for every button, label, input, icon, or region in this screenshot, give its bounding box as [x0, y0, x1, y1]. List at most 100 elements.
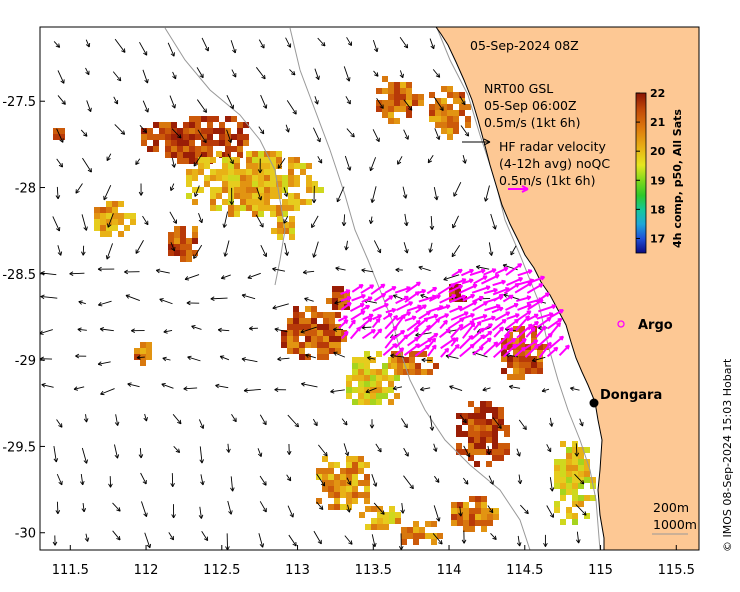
sst-pixel: [492, 437, 498, 443]
sst-pixel: [468, 437, 474, 443]
current-arrow-icon: [258, 126, 265, 135]
radar-arrow-icon: [414, 344, 430, 357]
sst-pixel: [219, 140, 225, 146]
sst-pixel: [234, 205, 240, 211]
sst-pixel: [431, 533, 437, 539]
current-arrow-icon: [373, 240, 382, 254]
sst-pixel: [228, 175, 234, 181]
sst-pixel: [394, 94, 400, 100]
current-arrow-icon: [488, 475, 494, 485]
radar-arrow-icon: [384, 325, 398, 340]
sst-pixel: [480, 419, 486, 425]
sst-pixel: [403, 363, 409, 369]
sst-pixel: [288, 181, 294, 187]
sst-pixel: [328, 486, 334, 492]
sst-pixel: [183, 128, 189, 134]
sst-pixel: [413, 527, 419, 533]
sst-pixel: [572, 489, 578, 495]
sst-pixel: [441, 110, 447, 116]
current-arrow-icon: [508, 384, 521, 390]
current-legend-source: NRT00 GSL: [484, 81, 553, 96]
sst-pixel: [294, 199, 300, 205]
land-mass: [435, 27, 699, 550]
current-arrow-icon: [390, 353, 405, 359]
lat-tick-label: -28.5: [2, 268, 36, 283]
current-arrow-icon: [139, 41, 148, 56]
radar-arrow-icon: [349, 326, 361, 340]
radar-arrow-icon: [407, 336, 420, 347]
current-arrow-icon: [247, 272, 261, 280]
sst-pixel: [469, 508, 475, 514]
current-arrow-icon: [73, 386, 85, 391]
sst-pixel: [498, 449, 504, 455]
sst-pixel: [276, 187, 282, 193]
current-arrow-icon: [124, 269, 140, 275]
sst-pixel: [210, 157, 216, 163]
current-arrow-icon: [277, 356, 290, 362]
radar-arrow-icon: [482, 330, 493, 340]
sst-pixel: [234, 181, 240, 187]
current-arrow-icon: [75, 183, 83, 194]
radar-arrow-icon: [418, 310, 431, 320]
sst-pixel: [329, 312, 335, 318]
sst-pixel: [504, 425, 510, 431]
current-arrow-icon: [286, 443, 292, 455]
sst-pixel: [299, 354, 305, 360]
sst-pixel: [531, 362, 537, 368]
sst-pixel: [234, 175, 240, 181]
sst-pixel: [560, 477, 566, 483]
sst-pixel: [371, 524, 377, 530]
sst-pixel: [270, 211, 276, 217]
radar-arrow-icon: [460, 268, 474, 277]
radar-arrow-icon: [362, 313, 374, 321]
sst-pixel: [391, 363, 397, 369]
lat-tick-label: -28: [15, 182, 36, 197]
sst-pixel: [246, 163, 252, 169]
radar-arrow-icon: [382, 343, 398, 357]
radar-arrow-icon: [484, 303, 501, 312]
sst-pixel: [409, 363, 415, 369]
radar-arrow-icon: [350, 310, 366, 321]
current-arrow-icon: [85, 39, 91, 48]
sst-pixel: [258, 175, 264, 181]
sst-pixel: [346, 468, 352, 474]
credit-text: © IMOS 08-Sep-2024 15:03 Hobart: [721, 358, 734, 552]
sst-pixel: [447, 92, 453, 98]
sst-pixel: [469, 496, 475, 502]
sst-pixel: [323, 348, 329, 354]
sst-pixel: [358, 357, 364, 363]
radar-arrow-icon: [359, 317, 373, 329]
current-arrow-icon: [428, 242, 433, 253]
current-arrow-icon: [131, 328, 145, 333]
sst-pixel: [192, 169, 198, 175]
sst-pixel: [252, 163, 258, 169]
sst-pixel: [474, 431, 480, 437]
sst-pixel: [237, 128, 243, 134]
current-arrow-icon: [277, 157, 286, 169]
contour-label-200m: 200m: [653, 500, 689, 515]
sst-pixel: [413, 533, 419, 539]
sst-pixel: [165, 122, 171, 128]
sst-pixel: [140, 360, 146, 366]
sst-pixel: [130, 219, 136, 225]
current-arrow-icon: [40, 294, 58, 300]
radar-arrow-icon: [449, 294, 467, 304]
sst-pixel: [276, 205, 282, 211]
sst-pixel: [328, 468, 334, 474]
radar-arrow-icon: [340, 289, 351, 296]
sst-pixel: [382, 393, 388, 399]
sst-pixel: [441, 104, 447, 110]
sst-pixel: [578, 459, 584, 465]
sst-pixel: [174, 232, 180, 238]
sst-pixel: [293, 330, 299, 336]
sst-pixel: [525, 350, 531, 356]
current-arrow-icon: [97, 361, 111, 366]
sst-pixel: [566, 453, 572, 459]
sst-pixel: [413, 539, 419, 545]
sst-pixel: [270, 187, 276, 193]
sst-pixel: [264, 163, 270, 169]
current-arrow-icon: [312, 418, 318, 427]
current-arrow-icon: [226, 129, 233, 144]
radar-arrow-icon: [493, 293, 504, 302]
sst-pixel: [204, 181, 210, 187]
